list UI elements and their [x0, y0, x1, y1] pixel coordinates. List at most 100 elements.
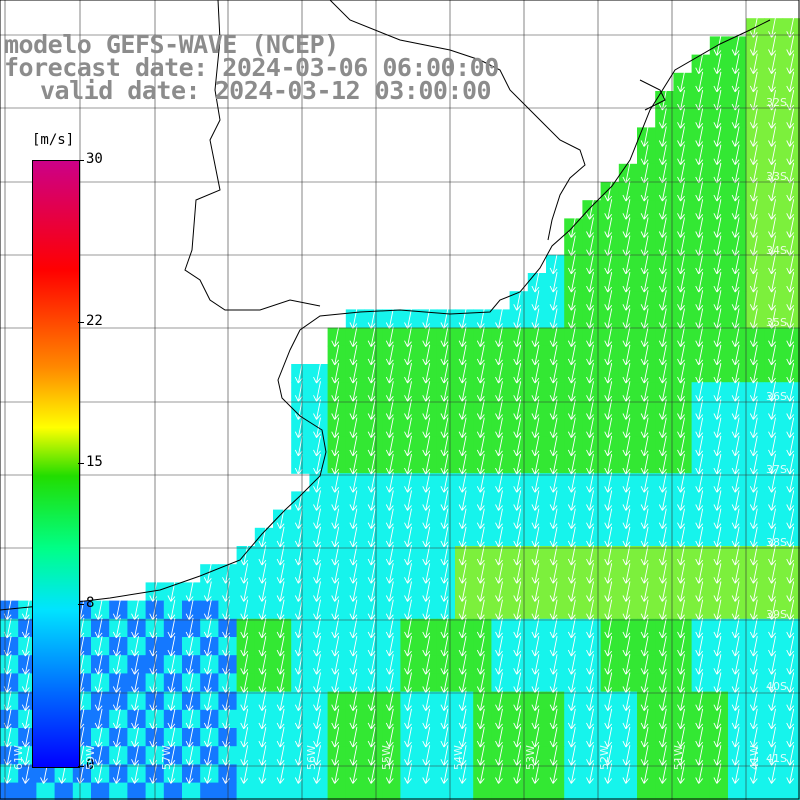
wind-arrow	[349, 745, 358, 766]
wind-arrow	[731, 126, 740, 147]
wind-arrow	[21, 599, 30, 620]
wind-arrow	[167, 708, 176, 730]
wind-arrow	[622, 690, 631, 711]
latitude-label: 38S	[766, 536, 787, 549]
wind-arrow	[695, 636, 704, 657]
wind-arrow	[349, 599, 358, 620]
wind-arrow	[768, 727, 776, 748]
wind-arrow	[331, 326, 340, 347]
wind-arrow	[677, 599, 685, 620]
wind-arrow	[695, 90, 704, 111]
wind-arrow	[786, 217, 795, 238]
wind-arrow	[240, 599, 249, 620]
wind-arrow	[531, 435, 540, 457]
wind-arrow	[677, 71, 685, 93]
wind-arrow	[731, 763, 740, 784]
wind-arrow	[531, 326, 540, 347]
colorbar-tick-label: 30	[86, 151, 103, 167]
wind-arrow	[276, 636, 285, 657]
wind-arrow	[458, 636, 467, 657]
wind-arrow	[768, 363, 776, 384]
wind-arrow	[476, 745, 485, 766]
wind-arrow	[367, 599, 376, 620]
wind-arrow	[458, 308, 467, 329]
wind-arrow	[513, 326, 522, 347]
wind-arrow	[513, 599, 522, 620]
wind-arrow	[549, 435, 558, 457]
wind-arrow	[531, 454, 540, 475]
wind-arrow	[276, 581, 285, 602]
wind-arrow	[258, 599, 267, 620]
wind-arrow	[713, 745, 722, 766]
wind-arrow	[677, 272, 685, 293]
wind-arrow	[331, 563, 340, 584]
wind-arrow	[677, 108, 685, 129]
wind-arrow	[731, 563, 740, 584]
wind-arrow	[695, 435, 704, 457]
wind-arrow	[476, 435, 485, 457]
wind-arrow	[786, 745, 795, 766]
wind-arrow	[586, 563, 594, 584]
wind-arrow	[749, 326, 758, 347]
wind-arrow	[513, 581, 522, 602]
wind-arrow	[622, 181, 631, 202]
wind-arrow	[549, 490, 558, 511]
wind-arrow	[731, 708, 740, 730]
wind-arrow	[713, 181, 722, 202]
wind-arrow	[622, 545, 631, 566]
wind-arrow	[531, 472, 540, 493]
wind-arrow	[640, 563, 649, 584]
wind-arrow	[349, 363, 358, 384]
wind-arrow	[786, 363, 795, 384]
wind-arrow	[531, 308, 540, 329]
wind-arrow	[367, 399, 376, 420]
wind-arrow	[768, 599, 776, 620]
wind-arrow	[640, 490, 649, 511]
wind-arrow	[385, 581, 394, 602]
wind-arrow	[731, 53, 740, 74]
wind-arrow	[240, 672, 249, 693]
wind-arrow	[658, 727, 667, 748]
wind-arrow	[640, 363, 649, 384]
wind-arrow	[167, 763, 176, 784]
wind-arrow	[422, 654, 431, 675]
longitude-label: 57W	[160, 745, 173, 770]
wind-arrow	[604, 363, 613, 384]
wind-arrow	[331, 690, 340, 711]
wind-arrow	[749, 690, 758, 711]
wind-speed-cell	[254, 782, 274, 800]
wind-speed-cell	[309, 782, 329, 800]
wind-arrow	[331, 545, 340, 566]
wind-arrow	[677, 490, 685, 511]
wind-arrow	[349, 654, 358, 675]
wind-arrow	[786, 490, 795, 511]
wind-arrow	[276, 708, 285, 730]
wind-arrow	[713, 144, 722, 165]
wind-arrow	[658, 417, 667, 438]
wind-arrow	[677, 545, 685, 566]
wind-arrow	[112, 727, 121, 748]
wind-arrow	[349, 526, 358, 548]
wind-arrow	[695, 344, 704, 366]
wind-arrow	[713, 454, 722, 475]
wind-arrow	[549, 363, 558, 384]
wind-arrow	[94, 617, 103, 639]
wind-arrow	[404, 563, 412, 584]
wind-arrow	[94, 636, 103, 657]
wind-arrow	[495, 690, 503, 711]
wind-arrow	[349, 545, 358, 566]
wind-arrow	[185, 599, 194, 620]
wind-speed-cell	[291, 782, 310, 800]
wind-arrow	[294, 435, 303, 457]
wind-arrow	[549, 508, 558, 529]
wind-arrow	[349, 508, 358, 529]
wind-arrow	[768, 563, 776, 584]
wind-arrow	[658, 108, 667, 129]
wind-arrow	[331, 763, 340, 784]
wind-arrow	[513, 454, 522, 475]
wind-arrow	[713, 472, 722, 493]
wind-arrow	[731, 508, 740, 529]
wind-arrow	[549, 617, 558, 639]
wind-arrow	[731, 181, 740, 202]
wind-arrow	[3, 672, 12, 693]
